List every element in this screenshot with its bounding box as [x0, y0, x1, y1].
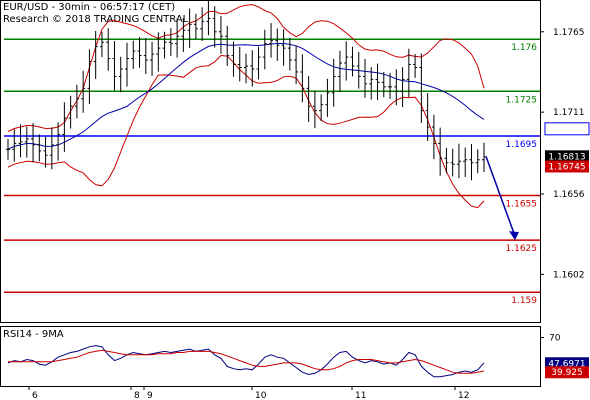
rsi-y-tick-label: 70	[549, 334, 561, 344]
level-label: 1.1725	[506, 95, 538, 105]
chart-subtitle: Research © 2018 TRADING CENTRAL	[3, 14, 189, 25]
moving-average-line	[7, 43, 485, 150]
level-label: 1.159	[511, 296, 537, 306]
y-tick-label: 1.1711	[553, 108, 585, 118]
x-tick-label: 10	[255, 391, 267, 400]
chart-title: EUR/USD - 30min - 06:57:17 (CET)	[3, 2, 176, 13]
x-tick-label: 11	[355, 391, 366, 400]
price-tag-box	[544, 122, 590, 136]
x-tick-label: 8	[134, 391, 140, 400]
y-tick-label: 1.1602	[553, 270, 585, 280]
y-tick-label: 1.1656	[553, 190, 585, 200]
rsi-panel-label: RSI14 - 9MA	[3, 329, 64, 340]
y-tick-label: 1.1765	[553, 28, 585, 38]
level-label: 1.176	[511, 43, 537, 53]
x-tick-label: 6	[32, 391, 38, 400]
x-tick-label: 9	[147, 391, 153, 400]
level-label: 1.1625	[506, 244, 538, 254]
price-tag-label: 1.16745	[548, 162, 585, 172]
price-tag-label: 1.16813	[548, 152, 585, 162]
forecast-arrow-line	[485, 156, 516, 237]
level-label: 1.1655	[506, 199, 538, 209]
price-tag-box	[545, 160, 589, 173]
rsi-series-9ma	[8, 349, 485, 374]
rsi-series-rsi14	[7, 345, 485, 378]
forecast-arrow-head	[509, 231, 519, 241]
price-tag-box	[545, 150, 589, 163]
level-label: 1.1695	[506, 140, 538, 150]
rsi-panel-frame	[0, 326, 541, 387]
price-tag-label: 1.16998	[548, 125, 585, 135]
x-tick-label: 12	[458, 391, 469, 400]
rsi-tag-box	[545, 366, 589, 379]
price-panel-frame	[0, 0, 541, 323]
rsi-tag-label: 39.925	[551, 368, 583, 378]
bollinger-upper-band	[7, 4, 485, 132]
rsi-tag-label: 47.6971	[548, 359, 585, 369]
